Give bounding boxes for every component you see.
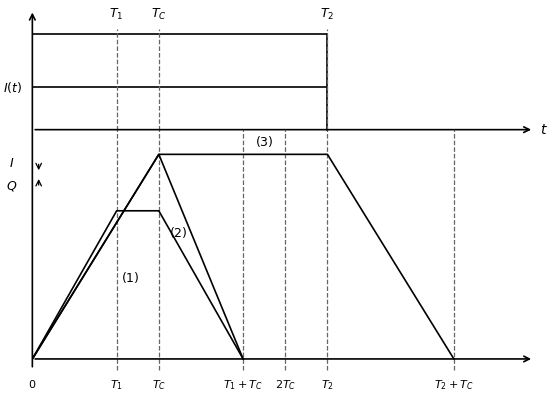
Text: $T_1+T_C$: $T_1+T_C$ <box>223 378 263 392</box>
Text: $I(t)$: $I(t)$ <box>3 80 22 95</box>
Text: $T_2+T_C$: $T_2+T_C$ <box>434 378 474 392</box>
Text: $2T_C$: $2T_C$ <box>275 378 296 392</box>
Text: $T_2$: $T_2$ <box>321 378 334 392</box>
Text: $I$: $I$ <box>9 157 14 169</box>
Text: $(1)$: $(1)$ <box>121 270 140 285</box>
Text: $Q$: $Q$ <box>6 179 17 193</box>
Text: $T_1$: $T_1$ <box>109 7 124 22</box>
Text: $(3)$: $(3)$ <box>255 134 273 149</box>
Text: $t$: $t$ <box>540 123 548 137</box>
Text: $(2)$: $(2)$ <box>169 225 188 240</box>
Text: $T_C$: $T_C$ <box>152 378 166 392</box>
Text: $T_1$: $T_1$ <box>110 378 123 392</box>
Text: $T_2$: $T_2$ <box>320 7 335 22</box>
Text: $T_C$: $T_C$ <box>151 7 167 22</box>
Text: $0$: $0$ <box>28 378 36 390</box>
